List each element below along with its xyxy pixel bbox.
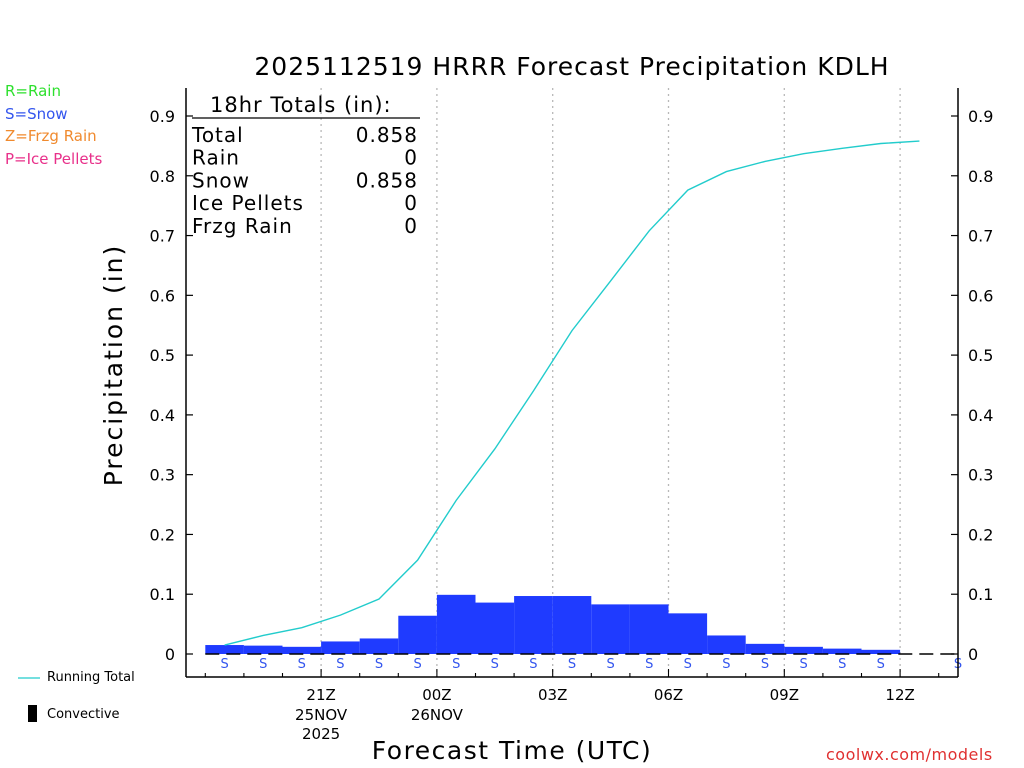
- totals-row-value: 0: [404, 191, 418, 215]
- type-marker-5: S: [375, 657, 383, 672]
- precip-bar-8: [475, 602, 515, 654]
- precip-bar-1: [205, 645, 244, 654]
- precip-bar-15: [745, 643, 785, 654]
- x-axis-label: Forecast Time (UTC): [372, 736, 652, 765]
- precip-type-legend-item: S=Snow: [5, 104, 68, 123]
- y-tick-label-right: 0.3: [968, 466, 993, 485]
- precip-type-legend-item: R=Rain: [5, 82, 61, 100]
- y-tick-label-right: 0.5: [968, 346, 993, 365]
- totals-row-value: 0: [404, 146, 418, 170]
- precip-type-markers: SSSSSSSSSSSSSSSSSSS: [220, 657, 962, 672]
- y-tick-label-right: 0.1: [968, 585, 993, 604]
- totals-row-label: Rain: [192, 146, 240, 170]
- chart-title: 2025112519 HRRR Forecast Precipitation K…: [254, 52, 889, 81]
- totals-row-label: Frzg Rain: [192, 214, 293, 238]
- precip-bar-2: [243, 645, 283, 654]
- y-tick-label-left: 0.6: [150, 286, 175, 305]
- type-marker-18: S: [877, 657, 885, 672]
- precip-bar-16: [784, 646, 823, 654]
- gridlines: [320, 88, 901, 677]
- type-marker-13: S: [684, 657, 692, 672]
- y-tick-label-right: 0.2: [968, 525, 993, 544]
- type-marker-6: S: [413, 657, 421, 672]
- totals-row-value: 0: [404, 214, 418, 238]
- y-axis-label: Precipitation (in): [99, 244, 128, 487]
- x-date-label: 26NOV: [411, 706, 464, 724]
- totals-row-label: Snow: [192, 168, 250, 192]
- precip-bar-17: [822, 648, 862, 654]
- x-tick-label-21Z: 21Z: [306, 686, 335, 704]
- y-tick-label-left: 0.2: [150, 525, 175, 544]
- bar-series: [205, 594, 958, 655]
- totals-row-label: Ice Pellets: [192, 191, 304, 215]
- convective-legend-swatch: [28, 705, 37, 722]
- totals-row-value: 0.858: [356, 168, 418, 192]
- y-tick-label-left: 0.1: [150, 585, 175, 604]
- precip-bar-4: [321, 641, 360, 654]
- type-marker-11: S: [606, 657, 614, 672]
- convective-legend-label: Convective: [47, 707, 120, 722]
- y-tick-label-left: 0.7: [150, 227, 175, 246]
- totals-header: 18hr Totals (in):: [210, 93, 392, 117]
- precip-bar-6: [398, 615, 437, 654]
- precip-bar-10: [552, 596, 592, 654]
- precip-bar-18: [861, 649, 901, 654]
- precip-type-legend-item: Z=Frzg Rain: [5, 127, 97, 145]
- y-tick-label-right: 0.7: [968, 227, 993, 246]
- type-marker-17: S: [838, 657, 846, 672]
- x-year-label: 2025: [302, 725, 340, 743]
- precip-bar-9: [514, 596, 553, 654]
- running-total-legend-label: Running Total: [47, 670, 135, 685]
- totals-row-label: Total: [191, 123, 244, 147]
- y-tick-label-left: 0: [165, 645, 175, 664]
- type-marker-14: S: [722, 657, 730, 672]
- site-credit: coolwx.com/models: [826, 745, 993, 764]
- precip-bar-14: [707, 635, 746, 654]
- y-tick-label-right: 0.6: [968, 286, 993, 305]
- y-tick-label-left: 0.9: [150, 107, 175, 126]
- y-tick-label-right: 0.9: [968, 107, 993, 126]
- precip-bar-11: [591, 604, 630, 654]
- running-total-line: [224, 140, 920, 646]
- precip-bar-7: [436, 594, 476, 654]
- type-marker-10: S: [568, 657, 576, 672]
- y-tick-label-right: 0.8: [968, 167, 993, 186]
- precip-type-legend-item: P=Ice Pellets: [5, 149, 103, 168]
- type-marker-3: S: [298, 657, 306, 672]
- precip-bar-3: [282, 646, 322, 654]
- type-marker-9: S: [529, 657, 537, 672]
- y-tick-label-right: 0: [968, 645, 978, 664]
- x-tick-label-03Z: 03Z: [538, 686, 567, 704]
- y-tick-label-left: 0.8: [150, 167, 175, 186]
- x-date-label: 25NOV: [295, 706, 348, 724]
- totals-box: 18hr Totals (in): Total 0.858 Rain 0 Snow 0.8…: [191, 93, 420, 238]
- x-tick-label-06Z: 06Z: [654, 686, 683, 704]
- totals-row-value: 0.858: [356, 123, 418, 147]
- y-tick-label-left: 0.4: [150, 406, 175, 425]
- precip-bar-13: [668, 613, 708, 654]
- precip-bar-5: [359, 638, 399, 654]
- type-marker-16: S: [799, 657, 807, 672]
- type-marker-8: S: [491, 657, 499, 672]
- y-tick-label-left: 0.5: [150, 346, 175, 365]
- axes: 0 00.1 0.10.2 0.20.3 0.30.4 0.40.5 0.50.6 0.60.…: [150, 88, 993, 743]
- x-tick-label-12Z: 12Z: [885, 686, 914, 704]
- precip-bar-12: [629, 604, 669, 654]
- type-marker-12: S: [645, 657, 653, 672]
- x-tick-label-09Z: 09Z: [770, 686, 799, 704]
- type-marker-4: S: [336, 657, 344, 672]
- type-marker-1: S: [220, 657, 228, 672]
- x-tick-label-00Z: 00Z: [422, 686, 451, 704]
- type-marker-7: S: [452, 657, 460, 672]
- type-marker-2: S: [259, 657, 267, 672]
- type-marker-15: S: [761, 657, 769, 672]
- running-total-series: [224, 140, 920, 646]
- y-tick-label-left: 0.3: [150, 466, 175, 485]
- y-tick-label-right: 0.4: [968, 406, 993, 425]
